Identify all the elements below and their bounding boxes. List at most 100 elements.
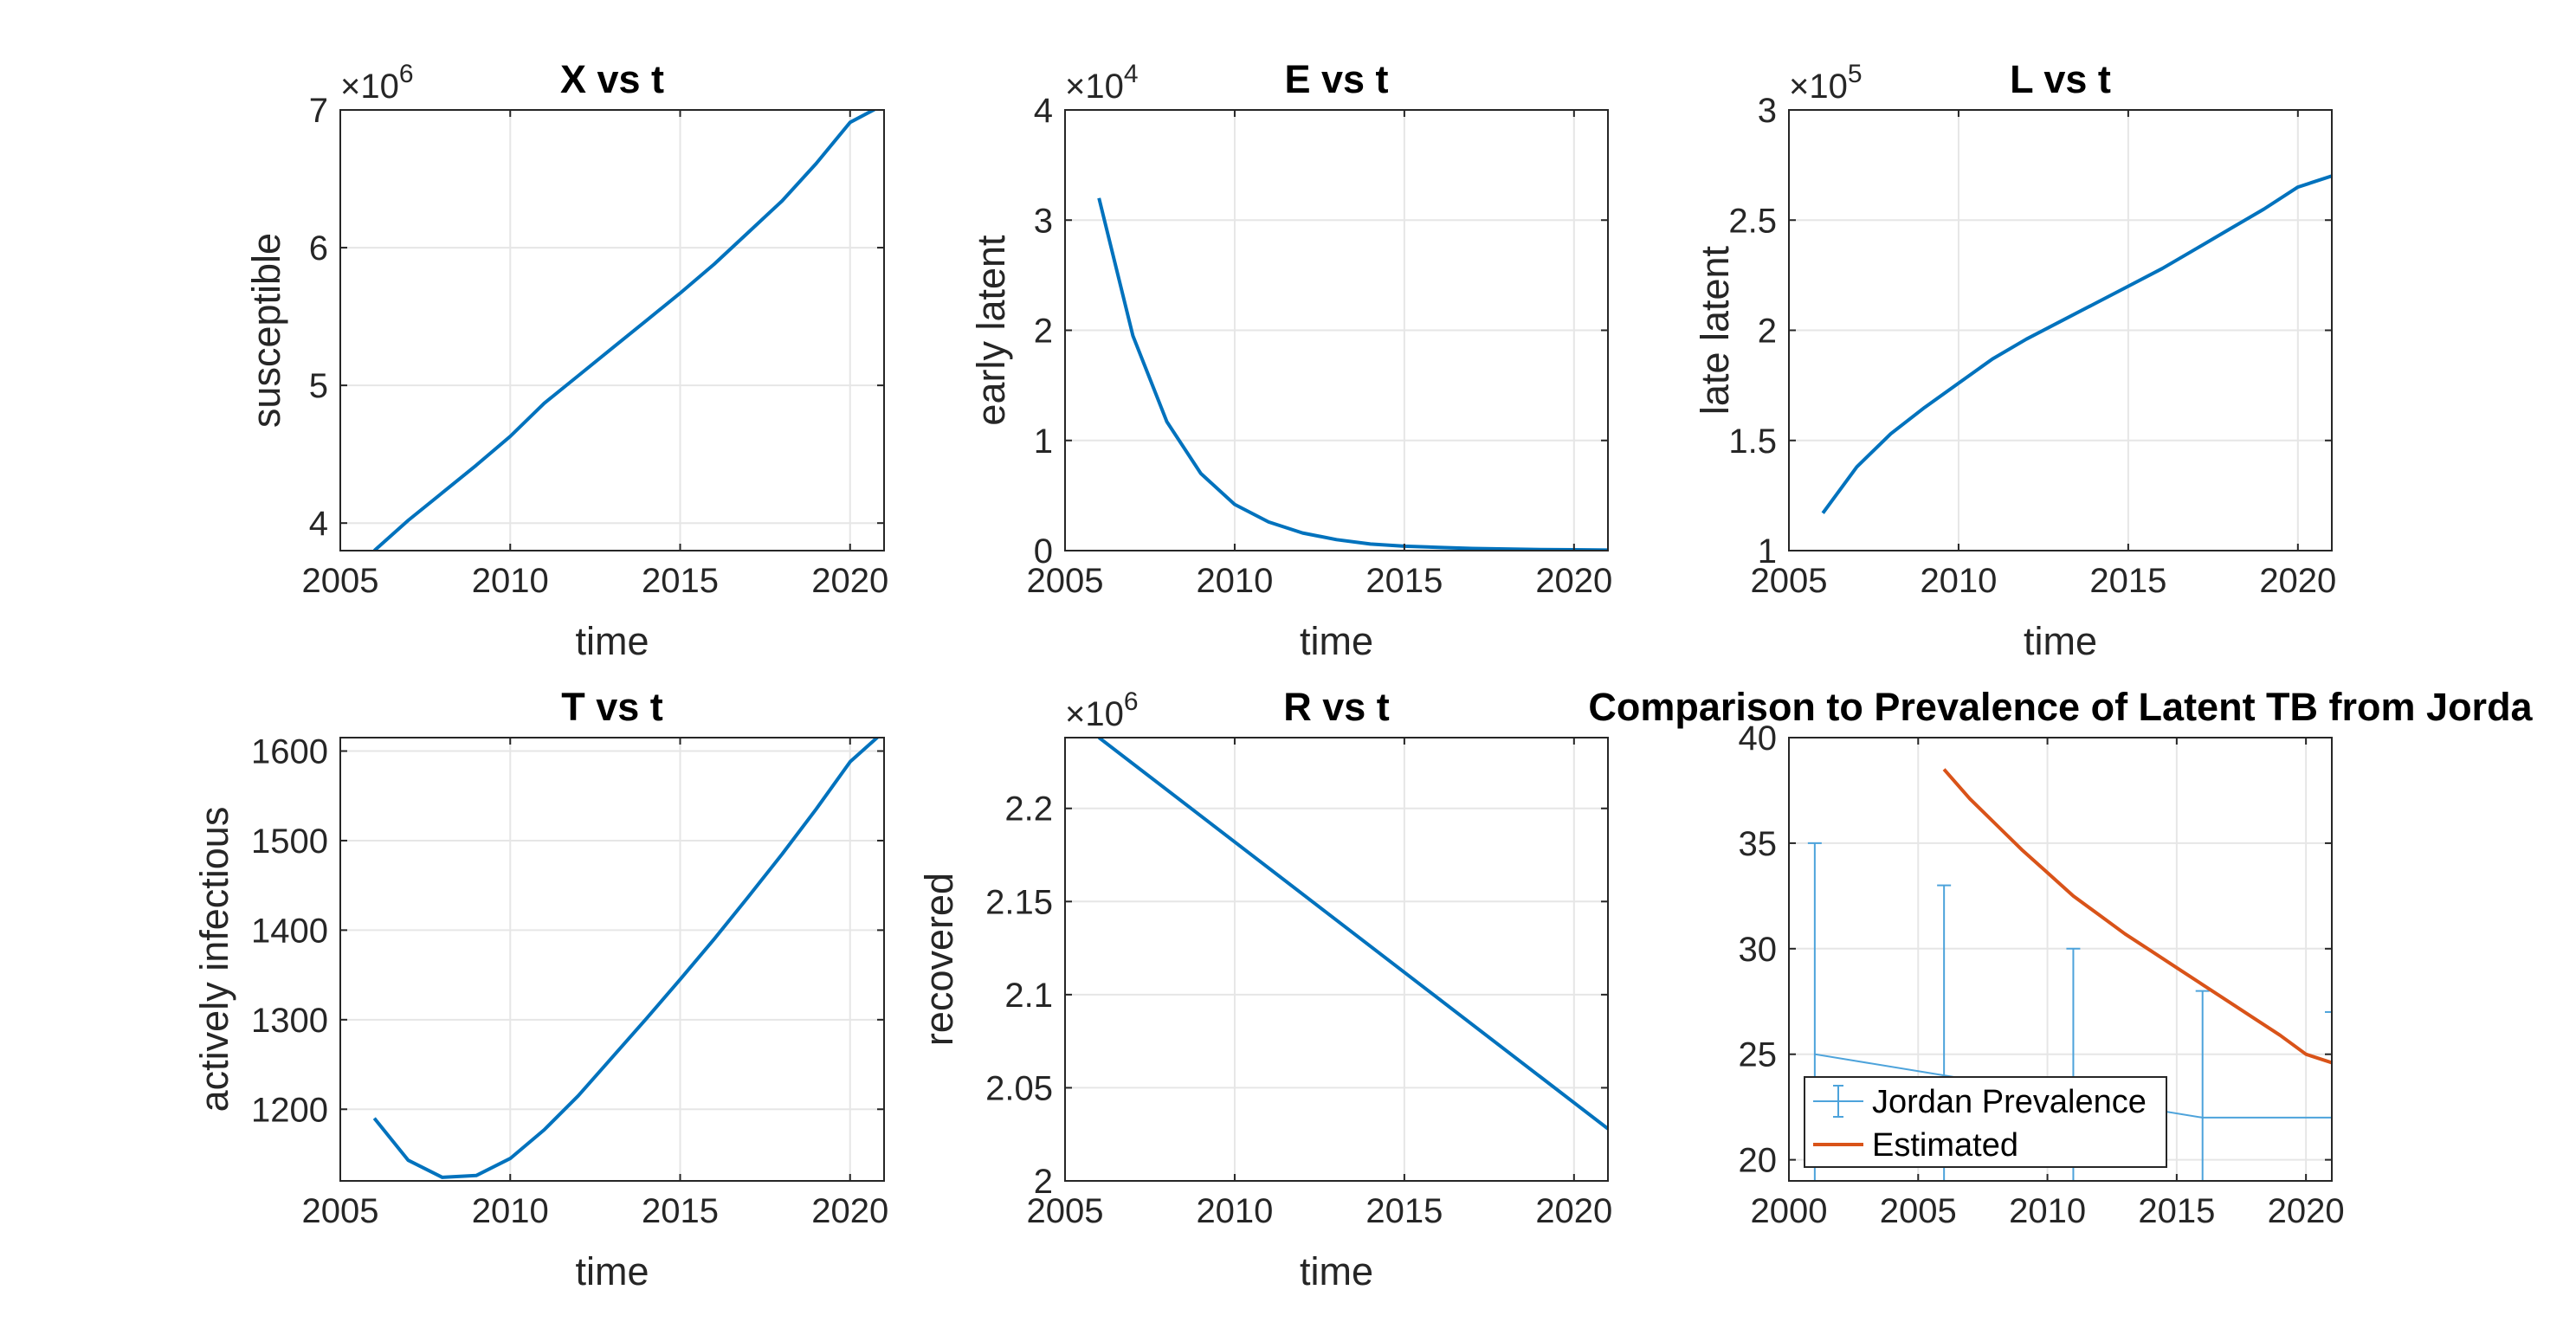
chart-Comp-errorbar-4	[2325, 1010, 2332, 1181]
chart-T-ytick-label-4: 1600	[251, 733, 328, 771]
chart-Comp-ytick-label-2: 30	[1739, 931, 1778, 969]
chart-T-ytick-label-1: 1300	[251, 1002, 328, 1040]
chart-X-exponent-label: ×106	[340, 60, 414, 106]
chart-X-ytick-label-2: 6	[309, 229, 328, 268]
chart-E-ytick-label-3: 3	[1034, 202, 1053, 240]
chart-R-xtick-label-3: 2020	[1535, 1192, 1612, 1230]
chart-X-plot-area	[372, 110, 878, 551]
chart-E-ytick-label-1: 1	[1034, 422, 1053, 461]
chart-X-axes-box	[339, 109, 885, 551]
chart-L-xtick-label-0: 2005	[1751, 562, 1828, 600]
chart-R-xtick-label-0: 2005	[1027, 1192, 1104, 1230]
chart-Comp-legend-label-1: Estimated	[1872, 1127, 2018, 1164]
chart-E-title: E vs t	[1284, 57, 1388, 101]
chart-Comp-xtick-label-0: 2000	[1751, 1192, 1828, 1230]
chart-T-axes-box	[339, 737, 885, 1182]
chart-E-xlabel: time	[1300, 619, 1373, 663]
chart-R-ytick-label-2: 2.1	[1004, 977, 1053, 1015]
chart-T-plot-area	[372, 738, 880, 1179]
chart-E-ytick-label-0: 0	[1034, 532, 1053, 571]
chart-E-xtick-label-1: 2010	[1196, 562, 1273, 600]
chart-Comp-ytick-label-1: 25	[1739, 1036, 1778, 1074]
chart-Comp-series-1-line	[1942, 768, 2332, 1065]
chart-Comp-ytick-label-0: 20	[1739, 1142, 1778, 1180]
chart-T-ytick-label-3: 1500	[251, 822, 328, 861]
chart-E: 2005 2010 2015 2020 0 1 2 3 4 ×104 E vs t time early…	[969, 57, 1612, 663]
chart-Comp-legend: Jordan Prevalence Estimated	[1804, 1076, 2167, 1168]
chart-Comp-errorbar-3	[2195, 990, 2210, 1181]
chart-X-title: X vs t	[560, 57, 664, 101]
chart-Comp-ytick-label-4: 40	[1739, 719, 1778, 758]
chart-L-exponent-label: ×105	[1789, 60, 1863, 106]
chart-X-ytick-label-3: 7	[309, 92, 328, 130]
chart-L: 2005 2010 2015 2020 1 1.5 2 2.5 3 ×105 L vs t time l…	[1693, 57, 2336, 663]
chart-L-ytick-label-1: 1.5	[1728, 422, 1777, 461]
chart-R-ytick-label-3: 2.15	[985, 883, 1053, 921]
chart-R-axes-box	[1064, 737, 1609, 1182]
chart-R-series-0-line	[1097, 738, 1608, 1131]
chart-L-xlabel: time	[2024, 619, 2097, 663]
chart-T-series-0-line	[372, 738, 880, 1179]
chart-L-ytick-label-0: 1	[1758, 532, 1777, 571]
chart-L-ytick-label-2: 2	[1758, 313, 1777, 351]
chart-Comp-legend-label-0: Jordan Prevalence	[1872, 1084, 2147, 1120]
chart-E-xtick-label-0: 2005	[1027, 562, 1104, 600]
chart-L-title: L vs t	[2010, 57, 2111, 101]
chart-Comp-ytick-label-3: 35	[1739, 825, 1778, 863]
chart-L-series-0-line	[1821, 174, 2332, 514]
chart-T: 2005 2010 2015 2020 1200 1300 1400 1500 1600 T vs…	[192, 685, 888, 1293]
chart-T-xtick-label-3: 2020	[811, 1192, 888, 1230]
chart-E-ytick-label-2: 2	[1034, 313, 1053, 351]
chart-X-ytick-label-0: 4	[309, 505, 328, 543]
chart-T-xlabel: time	[575, 1249, 649, 1293]
chart-T-ytick-label-2: 1400	[251, 912, 328, 950]
chart-X-ylabel: susceptible	[244, 233, 288, 428]
chart-X-xtick-label-0: 2005	[302, 562, 379, 600]
chart-T-xtick-label-2: 2015	[642, 1192, 719, 1230]
chart-L-xtick-label-2: 2015	[2089, 562, 2166, 600]
chart-L-ytick-label-4: 3	[1758, 92, 1777, 130]
chart-T-ylabel: actively infectious	[192, 807, 236, 1112]
chart-R-xlabel: time	[1300, 1249, 1373, 1293]
chart-X-series-0-line	[372, 110, 878, 551]
chart-R-xtick-label-1: 2010	[1196, 1192, 1273, 1230]
chart-Comp-xtick-label-4: 2020	[2268, 1192, 2345, 1230]
chart-R: 2005 2010 2015 2020 2 2.05 2.1 2.15 2.2 ×106 R vs …	[917, 685, 1612, 1293]
chart-Comp-axes-box	[1788, 737, 2333, 1182]
chart-T-xtick-label-1: 2010	[472, 1192, 549, 1230]
chart-X-xtick-label-2: 2015	[642, 562, 719, 600]
chart-E-xtick-label-3: 2020	[1535, 562, 1612, 600]
chart-R-title: R vs t	[1283, 685, 1390, 729]
chart-X-xtick-label-1: 2010	[472, 562, 549, 600]
chart-X-ytick-label-1: 5	[309, 367, 328, 405]
chart-Comp-title: Comparison to Prevalence of Latent TB fr…	[1588, 685, 2533, 729]
chart-R-xtick-label-2: 2015	[1365, 1192, 1443, 1230]
chart-Comp-xtick-label-1: 2005	[1880, 1192, 1957, 1230]
chart-L-ytick-label-3: 2.5	[1728, 202, 1777, 240]
chart-E-plot-area	[1097, 197, 1608, 551]
chart-R-plot-area	[1097, 738, 1608, 1131]
chart-E-xtick-label-2: 2015	[1365, 562, 1443, 600]
chart-E-series-0-line	[1097, 197, 1608, 551]
chart-X: 2005 2010 2015 2020 4 5 6 7 ×106 X vs t time suscep…	[244, 57, 888, 663]
chart-Comp-legend-entry-0: Jordan Prevalence	[1813, 1084, 2147, 1120]
chart-Comp-xtick-label-3: 2015	[2138, 1192, 2215, 1230]
chart-R-ytick-label-0: 2	[1034, 1163, 1053, 1201]
chart-R-exponent-label: ×106	[1065, 687, 1139, 733]
chart-E-ytick-label-4: 4	[1034, 92, 1053, 130]
chart-Comp-xtick-label-2: 2010	[2009, 1192, 2086, 1230]
chart-L-xtick-label-3: 2020	[2259, 562, 2336, 600]
chart-R-ytick-label-1: 2.05	[985, 1069, 1053, 1107]
chart-E-exponent-label: ×104	[1065, 60, 1139, 106]
chart-T-xtick-label-0: 2005	[302, 1192, 379, 1230]
chart-X-xlabel: time	[575, 619, 649, 663]
chart-R-ytick-label-4: 2.2	[1004, 790, 1053, 829]
chart-L-xtick-label-1: 2010	[1920, 562, 1997, 600]
chart-E-ylabel: early latent	[969, 235, 1013, 426]
chart-L-ylabel: late latent	[1693, 245, 1737, 415]
chart-T-title: T vs t	[561, 685, 663, 729]
chart-L-plot-area	[1821, 174, 2332, 514]
chart-T-ytick-label-0: 1200	[251, 1091, 328, 1129]
chart-X-xtick-label-3: 2020	[811, 562, 888, 600]
